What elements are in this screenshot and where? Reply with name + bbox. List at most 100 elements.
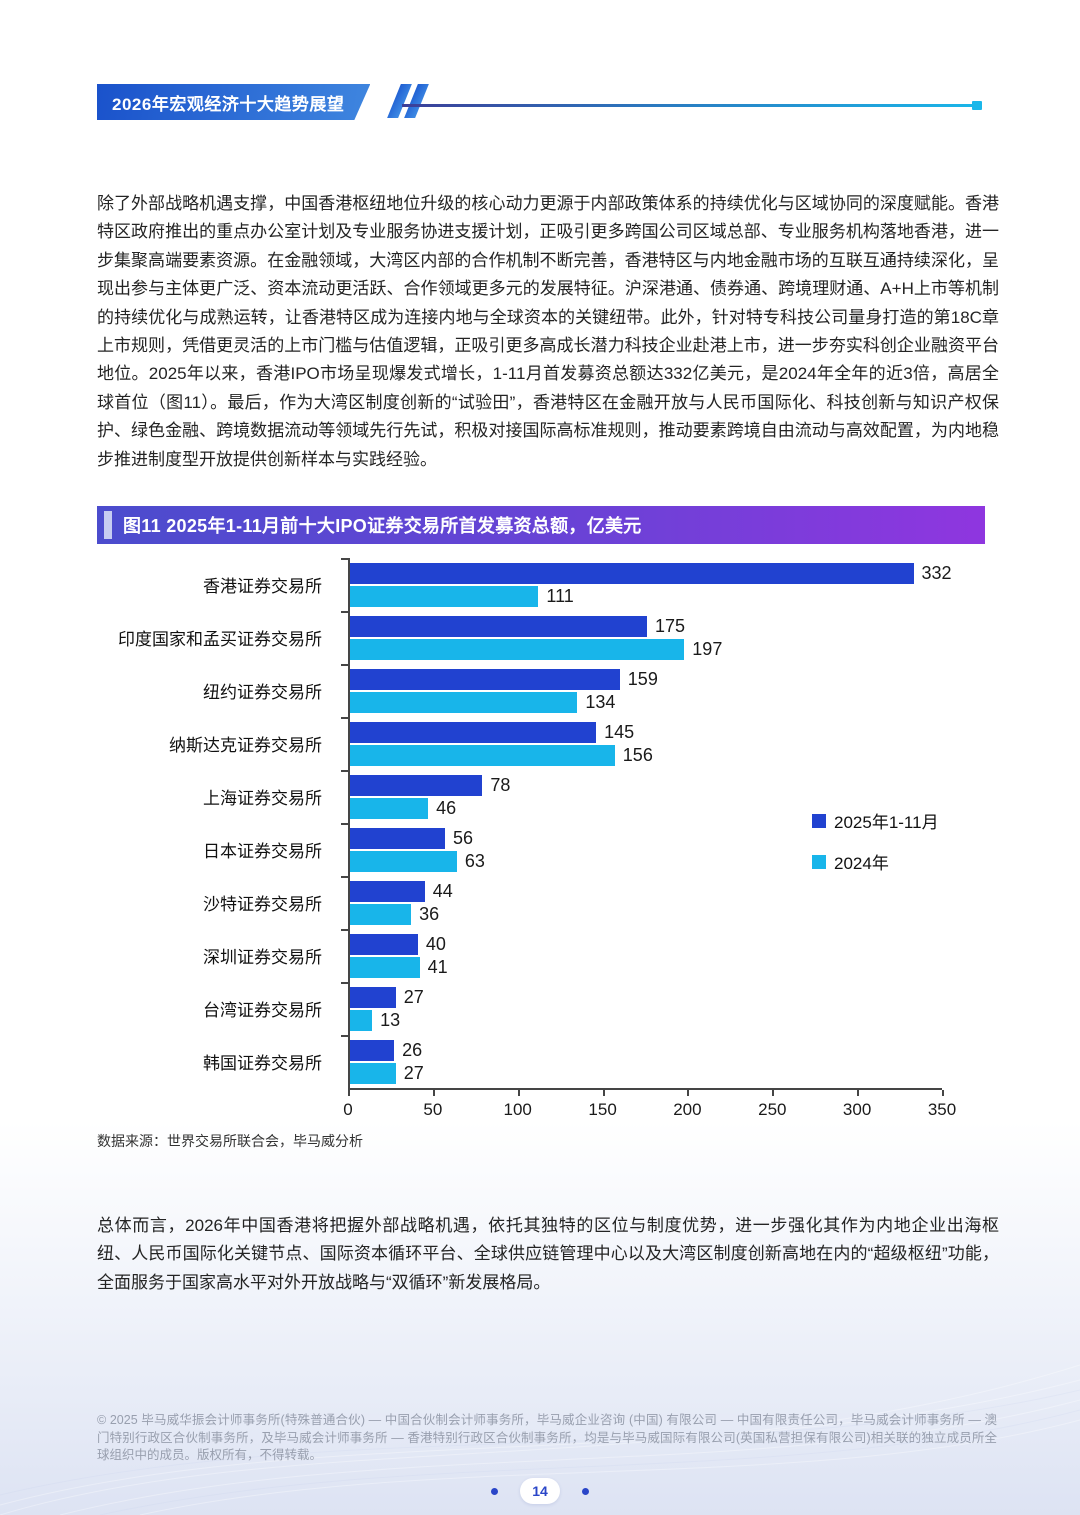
bar-2025 [350,615,647,637]
category-bars: 175 197 [350,615,985,660]
bar-value-label: 175 [655,615,686,636]
bar-2024 [350,691,578,713]
legend-swatch-icon [812,854,826,869]
x-axis-tick [942,1090,944,1096]
x-axis-tick-label: 150 [588,1100,617,1119]
bar-2025 [350,986,396,1008]
body-paragraph-1: 除了外部战略机遇支撑，中国香港枢纽地位升级的核心动力更源于内部政策体系的持续优化… [97,194,999,469]
bar-2025 [350,668,620,690]
bar-2024 [350,956,420,978]
legend-label: 2024年 [834,854,889,873]
bar-2025 [350,721,597,743]
header-line-endcap [972,101,982,110]
category-bars: 159 134 [350,668,985,713]
x-axis-tick-label: 200 [673,1100,702,1119]
bar-2024 [350,1009,373,1031]
bar-value-label: 41 [427,956,448,977]
bar-2025 [350,933,418,955]
chart-legend: 2025年1-11月 2024年 [812,808,939,874]
category-label: 日本证券交易所 [203,842,322,861]
chart-row: 印度国家和孟买证券交易所 175 197 [97,611,985,664]
x-axis-tick [602,1090,605,1096]
category-label: 沙特证券交易所 [203,895,322,914]
bar-value-label: 332 [921,562,952,583]
bar-value-label: 40 [425,933,446,954]
category-label: 纳斯达克证券交易所 [169,736,322,755]
legend-label: 2025年1-11月 [834,813,939,832]
chart-row: 韩国证券交易所 26 27 [97,1035,985,1088]
category-bars: 26 27 [350,1039,985,1084]
chart-source: 数据来源：世界交易所联合会，毕马威分析 [97,1133,363,1149]
x-axis: 0 50 100 150 200 250 300 350 [343,1088,956,1128]
bar-value-label: 159 [627,668,658,689]
bar-value-label: 145 [604,721,635,742]
bar-2024 [350,1062,396,1084]
x-axis-tick-label: 300 [842,1100,872,1119]
bar-value-label: 56 [453,827,474,848]
bar-2024 [350,744,615,766]
page-header-banner: 2026年宏观经济十大趋势展望 [97,84,370,120]
x-axis-tick-label: 50 [423,1100,443,1119]
category-label: 纽约证券交易所 [203,683,322,702]
page-number-row: 14 [0,1478,1080,1504]
bar-value-label: 36 [419,903,440,924]
x-axis-tick-label: 350 [927,1100,957,1119]
bar-2025 [350,562,914,584]
chart-row: 深圳证券交易所 40 41 [97,929,985,982]
x-axis-tick [687,1090,690,1096]
x-axis-tick [772,1090,775,1096]
category-label: 深圳证券交易所 [203,948,322,967]
x-axis-tick-label: 100 [503,1100,532,1119]
bar-value-label: 63 [464,850,485,871]
bar-2025 [350,774,483,796]
category-label: 印度国家和孟买证券交易所 [118,630,322,649]
chart-row: 沙特证券交易所 44 36 [97,876,985,929]
category-bars: 145 156 [350,721,985,766]
category-bars: 40 41 [350,933,985,978]
bar-2024 [350,850,457,872]
bar-2025 [350,880,425,902]
category-bars: 78 46 [350,774,985,819]
bar-2024 [350,585,539,607]
category-label: 上海证券交易所 [203,789,322,808]
category-bars: 27 13 [350,986,985,1031]
category-label: 韩国证券交易所 [203,1054,322,1073]
bar-value-label: 134 [585,691,616,712]
chart-rows: 香港证券交易所 332 111 印度国家和孟买证券交易所 175 197 纽约证券交易所 15… [97,558,985,1088]
footer-copyright: © 2025 毕马威华振会计师事务所(特殊普通合伙) — 中国合伙制会计师事务所… [97,1413,997,1462]
chart-row: 纳斯达克证券交易所 145 156 [97,717,985,770]
bar-value-label: 26 [402,1039,423,1060]
page-number-dot-right [582,1487,589,1495]
header-rule-line [402,101,982,110]
x-axis-line [348,1088,942,1090]
body-paragraph-2: 总体而言，2026年中国香港将把握外部战略机遇，依托其独特的区位与制度优势，进一… [97,1216,999,1292]
y-axis-line [348,558,350,1088]
bar-value-label: 44 [432,880,453,901]
chart-row: 日本证券交易所 56 63 [97,823,985,876]
legend-item: 2024年 [812,849,939,874]
bar-value-label: 111 [546,585,574,606]
bar-value-label: 197 [692,638,723,659]
bar-value-label: 27 [403,1062,424,1083]
bar-value-label: 156 [622,744,653,765]
bar-chart: 香港证券交易所 332 111 印度国家和孟买证券交易所 175 197 纽约证券交易所 15… [97,558,985,1128]
x-axis-tick [857,1090,860,1096]
bar-value-label: 78 [490,774,511,795]
bar-value-label: 46 [436,797,457,818]
category-bars: 56 63 [350,827,985,872]
legend-swatch-icon [812,813,826,828]
x-axis-tick-label: 250 [758,1100,787,1119]
page-header-title: 2026年宏观经济十大趋势展望 [112,94,345,114]
x-axis-tick-label: 0 [343,1100,353,1119]
category-bars: 44 36 [350,880,985,925]
bar-value-label: 13 [380,1009,401,1030]
x-axis-tick [348,1090,350,1096]
category-bars: 332 111 [350,562,985,607]
chart-title-bar: 图11 2025年1-11月前十大IPO证券交易所首发募资总额，亿美元 [97,506,985,544]
x-axis-tick [517,1090,520,1096]
page-number-dot-left [491,1487,498,1495]
chart-row: 纽约证券交易所 159 134 [97,664,985,717]
title-accent-bar [104,511,112,539]
x-axis-tick [432,1090,435,1096]
bar-2024 [350,903,412,925]
